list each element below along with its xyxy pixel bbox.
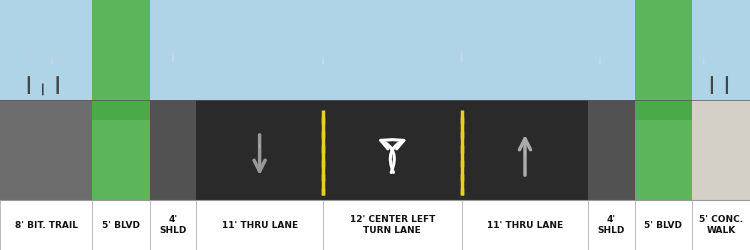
Bar xyxy=(92,200,150,250)
Bar xyxy=(0,100,92,200)
Bar xyxy=(92,0,150,120)
Text: 5' BLVD: 5' BLVD xyxy=(644,220,682,230)
FancyBboxPatch shape xyxy=(524,142,526,152)
Bar xyxy=(692,100,750,200)
Ellipse shape xyxy=(461,56,462,63)
Bar xyxy=(150,100,196,200)
Bar xyxy=(196,200,323,250)
Text: 11' THRU LANE: 11' THRU LANE xyxy=(221,220,298,230)
Text: 8' BIT. TRAIL: 8' BIT. TRAIL xyxy=(15,220,78,230)
Bar xyxy=(692,200,750,250)
Bar xyxy=(461,100,589,200)
FancyBboxPatch shape xyxy=(524,140,526,156)
Bar xyxy=(196,100,323,200)
Bar xyxy=(634,0,692,120)
Text: 5' BLVD: 5' BLVD xyxy=(102,220,140,230)
Bar xyxy=(589,100,634,200)
Bar xyxy=(634,200,692,250)
Bar xyxy=(589,200,634,250)
Bar xyxy=(634,100,692,200)
Bar xyxy=(0,200,92,250)
Bar xyxy=(150,200,196,250)
Bar xyxy=(323,200,461,250)
Ellipse shape xyxy=(322,58,323,66)
Bar xyxy=(461,200,589,250)
Bar xyxy=(323,100,461,200)
Bar xyxy=(0,0,750,100)
Bar xyxy=(92,100,150,120)
Text: 11' THRU LANE: 11' THRU LANE xyxy=(487,220,563,230)
Text: 12' CENTER LEFT
TURN LANE: 12' CENTER LEFT TURN LANE xyxy=(350,215,435,235)
Bar xyxy=(634,100,692,120)
Bar xyxy=(92,100,150,200)
Text: 4'
SHLD: 4' SHLD xyxy=(160,215,187,235)
Text: 5' CONC.
WALK: 5' CONC. WALK xyxy=(699,215,743,235)
FancyBboxPatch shape xyxy=(259,140,260,156)
Text: 4'
SHLD: 4' SHLD xyxy=(598,215,626,235)
